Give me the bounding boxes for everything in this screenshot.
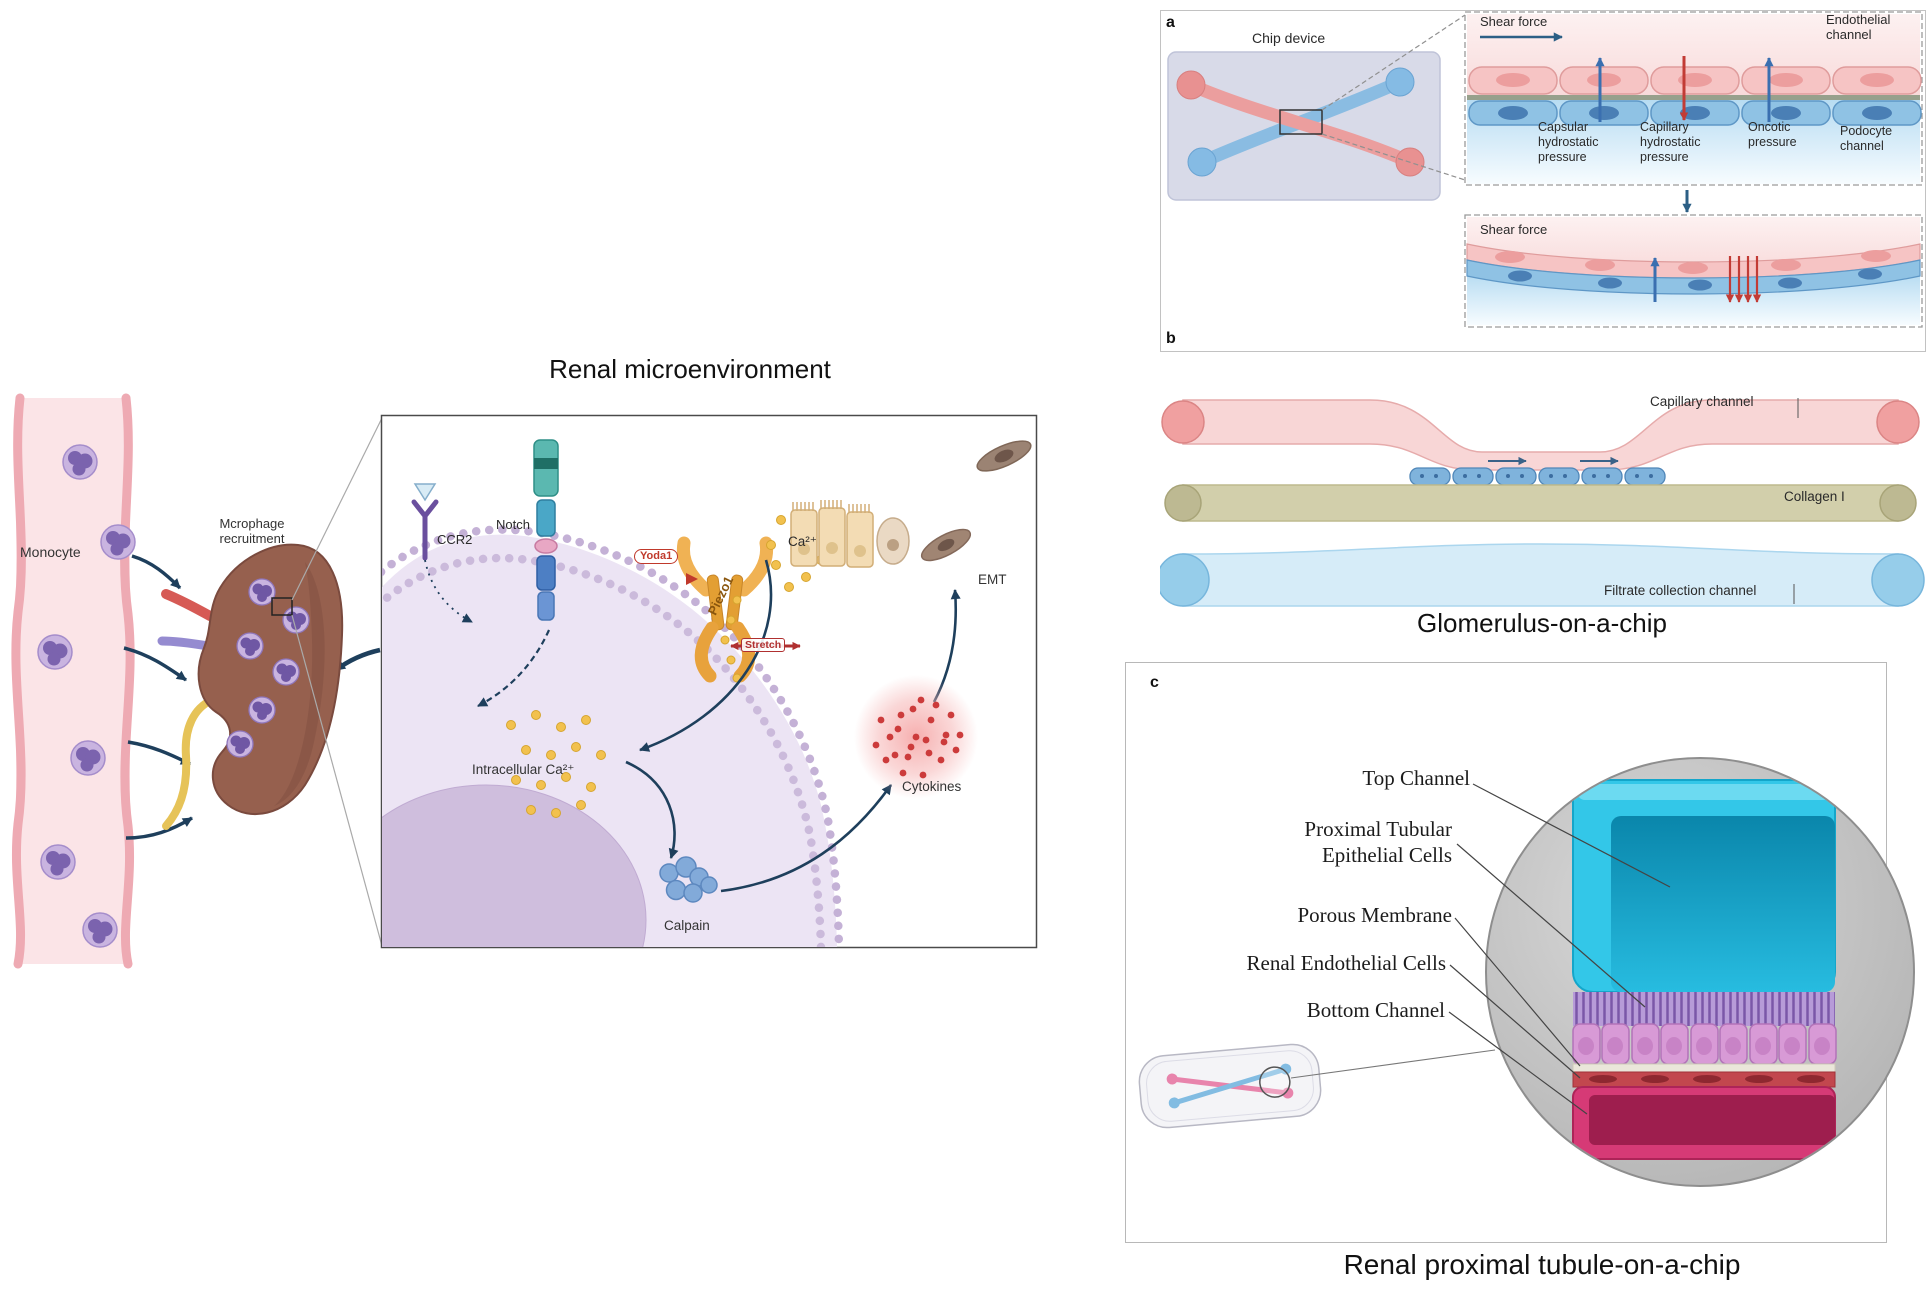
ccr2-label: CCR2 — [437, 532, 473, 547]
bottom-channel-label: Bottom Channel — [1306, 998, 1445, 1022]
kidney-macrophages — [226, 578, 310, 758]
notch-receptor — [533, 439, 559, 621]
cytokine-dots — [872, 696, 964, 779]
zoom-source-rect — [271, 597, 293, 616]
barrier-detail-top — [1464, 11, 1923, 186]
capillary-channel-shape — [1161, 399, 1920, 471]
chip-cross-section — [1572, 779, 1837, 1160]
endothelial-nuclei — [1496, 73, 1894, 87]
porous-membrane-label: Porous Membrane — [1297, 903, 1452, 927]
zoom-guide-top — [291, 417, 383, 601]
macrophage-recruitment-label: Mcrophage recruitment — [219, 516, 285, 547]
renal-vein — [157, 636, 213, 651]
calpain-label: Calpain — [664, 918, 710, 933]
top-channel-cavity — [1611, 816, 1835, 992]
barrier-detail-bottom — [1464, 214, 1923, 328]
collagen-label: Collagen I — [1784, 489, 1845, 504]
epithelial-nuclei — [1578, 1037, 1830, 1055]
connector-line — [1290, 1049, 1496, 1079]
oncotic-pressure-label: Oncotic pressure — [1748, 120, 1797, 149]
yoda1-label: Yoda1 — [634, 549, 679, 564]
membrane-inner — [382, 553, 826, 947]
ccr2-receptor — [411, 483, 473, 623]
nucleus — [382, 784, 647, 947]
filtration-arrows — [1725, 256, 1762, 303]
blood-vessel — [11, 393, 135, 969]
podocyte-nuclei — [1498, 106, 1892, 120]
filtrate-channel-label: Filtrate collection channel — [1604, 583, 1757, 598]
panel-a-letter: a — [1166, 14, 1175, 31]
monocyte-label: Monocyte — [20, 544, 81, 560]
capsular-pressure-label: Capsular hydrostatic pressure — [1538, 120, 1599, 164]
zoom-guide-bottom — [291, 614, 383, 947]
chip-device — [1167, 14, 1466, 201]
collagen-channel-shape — [1164, 484, 1917, 522]
cytokines-label: Cytokines — [902, 779, 962, 794]
emt-cells — [790, 440, 1032, 568]
membrane-outer — [382, 525, 844, 947]
magnifier-circle — [1259, 1066, 1291, 1098]
piezo1-channel — [676, 536, 774, 683]
deflected-podocytes — [1466, 259, 1921, 295]
capillary-channel-label: Capillary channel — [1650, 394, 1754, 409]
bottom-channel-cavity — [1589, 1095, 1835, 1145]
capillary-pressure-label: Capillary hydrostatic pressure — [1640, 120, 1701, 164]
notch-label: Notch — [496, 517, 530, 532]
small-chip-device — [1138, 1043, 1496, 1129]
panel-a-box — [1160, 10, 1926, 352]
renal-artery — [161, 589, 215, 621]
filtrate-channel-shape — [1160, 543, 1925, 607]
panel-b-letter: b — [1166, 330, 1176, 347]
glomerulus-chip-panel-a — [1167, 11, 1923, 328]
tubule-caption: Renal proximal tubule-on-a-chip — [1343, 1249, 1741, 1280]
basement-membrane — [1467, 95, 1920, 100]
kidney — [157, 543, 344, 830]
shear-force-label-bottom: Shear force — [1480, 222, 1548, 237]
renal-endothelial-label: Renal Endothelial Cells — [1246, 951, 1446, 975]
intracellular-calcium-label: Intracellular Ca²⁺ — [472, 762, 575, 777]
glomerulus-caption: Glomerulus-on-a-chip — [1417, 608, 1667, 638]
podocyte-channel-label: Podocyte channel — [1840, 124, 1893, 153]
glomerulus-chip-channels — [1160, 398, 1925, 607]
ureter — [162, 696, 216, 830]
tubule-chip-illustration — [1138, 757, 1915, 1187]
emt-label: EMT — [978, 572, 1007, 587]
pointer-lines — [1448, 783, 1671, 1115]
endothelial-channel-label: Endothelial channel — [1826, 12, 1891, 43]
endothelial-cells — [1468, 66, 1922, 95]
shear-force-label-top: Shear force — [1480, 14, 1548, 29]
left-figure-title: Renal microenvironment — [549, 354, 831, 384]
porous-membrane-layer — [1572, 1063, 1836, 1073]
monocytes — [37, 444, 136, 948]
brush-border-fringe — [792, 500, 870, 513]
calpain-cluster — [659, 856, 718, 903]
signal-arrow-to-kidney — [334, 647, 381, 672]
endothelial-layer-nuclei — [1589, 1075, 1825, 1083]
renal-microenvironment-illustration — [11, 393, 1038, 969]
chip-zoom-rect — [1279, 109, 1323, 135]
cell-signaling-diagram — [382, 439, 1032, 947]
brush-border — [1573, 992, 1835, 1026]
chip-device-label: Chip device — [1252, 30, 1326, 46]
calcium-label: Ca²⁺ — [788, 534, 817, 549]
podocyte-layer — [1409, 467, 1666, 486]
podocyte-layer-dots — [1420, 474, 1653, 478]
stretch-label: Stretch — [741, 638, 786, 653]
top-channel-label: Top Channel — [1362, 766, 1470, 790]
proximal-tubular-label: Proximal Tubular Epithelial Cells — [1304, 817, 1452, 868]
yoda1-pointer — [686, 573, 698, 585]
panel-c-letter: c — [1150, 674, 1159, 691]
